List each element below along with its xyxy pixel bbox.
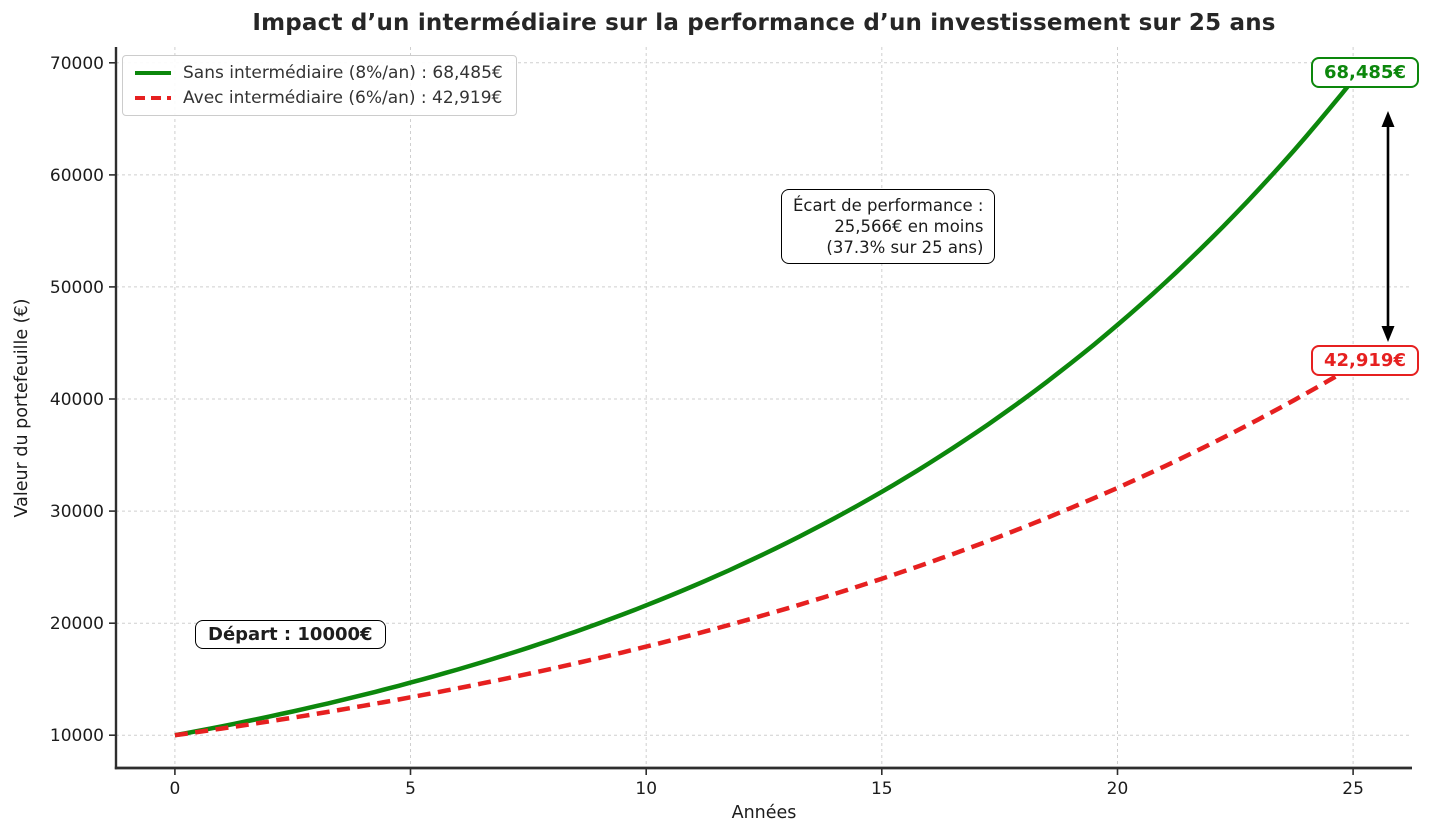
legend: Sans intermédiaire (8%/an) : 68,485€ Ave… — [122, 55, 517, 116]
x-tick-label: 0 — [169, 779, 180, 799]
y-tick-label: 20000 — [50, 614, 104, 634]
gap-annotation: Écart de performance : 25,566€ en moins … — [781, 189, 996, 265]
y-tick-label: 50000 — [50, 278, 104, 298]
y-tick-label: 40000 — [50, 390, 104, 410]
legend-solid-line-swatch-icon — [135, 71, 171, 75]
y-tick-label: 10000 — [50, 726, 104, 746]
x-tick-label: 5 — [405, 779, 416, 799]
x-axis-label: Années — [732, 803, 797, 823]
legend-dashed-line-swatch-icon — [135, 96, 171, 100]
legend-item-label: Avec intermédiaire (6%/an) : 42,919€ — [183, 88, 503, 108]
end-value-label-red: 42,919€ — [1311, 345, 1419, 376]
y-axis-label: Valeur du portefeuille (€) — [12, 299, 32, 518]
x-tick-label: 25 — [1342, 779, 1364, 799]
y-tick-label: 30000 — [50, 502, 104, 522]
end-value-label-green: 68,485€ — [1311, 57, 1419, 88]
y-tick-label: 70000 — [50, 54, 104, 74]
chart-title: Impact d’un intermédiaire sur la perform… — [252, 10, 1276, 36]
series-line-avec-intermediaire — [174, 364, 1355, 738]
x-tick-label: 15 — [871, 779, 893, 799]
start-value-annotation: Départ : 10000€ — [195, 620, 386, 649]
legend-item-label: Sans intermédiaire (8%/an) : 68,485€ — [183, 63, 503, 83]
gap-annotation-line: Écart de performance : — [793, 196, 984, 215]
legend-item-avec-intermediaire: Avec intermédiaire (6%/an) : 42,919€ — [133, 88, 503, 108]
x-tick-label: 20 — [1107, 779, 1129, 799]
gap-annotation-line: 25,566€ en moins — [834, 217, 984, 237]
x-tick-label: 10 — [635, 779, 657, 799]
legend-item-sans-intermediaire: Sans intermédiaire (8%/an) : 68,485€ — [133, 63, 503, 83]
difference-arrow-head-up — [1381, 111, 1395, 127]
gap-annotation-line: (37.3% sur 25 ans) — [826, 238, 984, 258]
series-line-sans-intermediaire — [174, 78, 1355, 738]
difference-arrow-head-down — [1381, 326, 1395, 342]
y-tick-label: 60000 — [50, 166, 104, 186]
